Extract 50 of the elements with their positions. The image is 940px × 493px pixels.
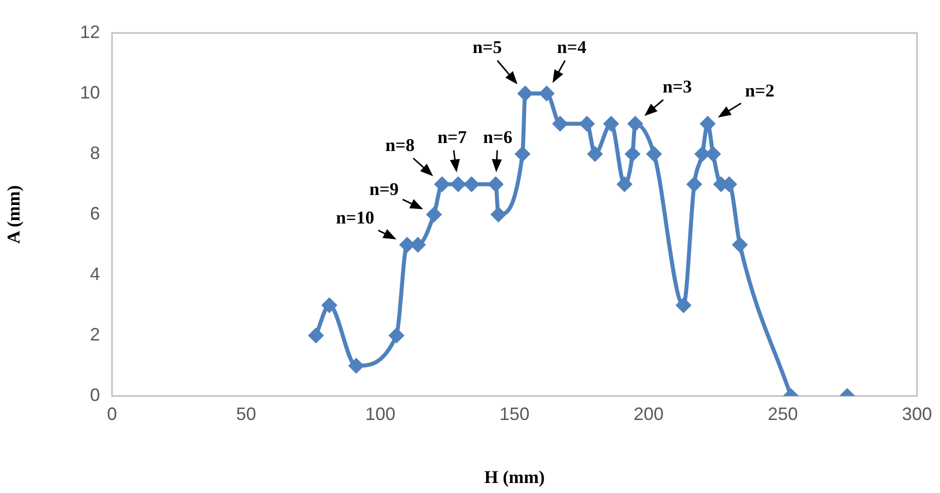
x-axis-title: H (mm) <box>484 466 545 487</box>
point <box>488 176 504 192</box>
point <box>388 328 404 344</box>
point <box>490 206 506 222</box>
annotation: n=7 <box>438 126 467 147</box>
y-tick-label: 4 <box>90 264 100 284</box>
point <box>578 116 595 132</box>
point <box>646 146 662 162</box>
point <box>464 176 480 192</box>
point <box>538 86 555 102</box>
point <box>434 176 450 192</box>
point <box>517 86 534 102</box>
y-axis-title: A (mm) <box>3 185 24 244</box>
annotation: n=2 <box>745 80 774 100</box>
point <box>552 116 568 132</box>
point <box>321 297 338 314</box>
annotation: n=6 <box>483 126 512 147</box>
x-tick-label: 100 <box>365 404 396 424</box>
annotation: n=4 <box>557 37 586 58</box>
y-tick-label: 2 <box>90 324 100 344</box>
point <box>700 116 716 132</box>
point <box>426 206 442 222</box>
x-tick-label: 300 <box>902 404 932 424</box>
y-tick-label: 12 <box>80 22 100 42</box>
annotation: n=10 <box>336 207 374 228</box>
x-tick-label: 0 <box>106 404 118 424</box>
point <box>586 146 603 162</box>
annotation: n=9 <box>369 179 399 200</box>
point <box>514 146 531 162</box>
point <box>616 176 633 192</box>
annotation: n=5 <box>472 37 502 58</box>
point <box>348 358 364 374</box>
point <box>308 328 324 344</box>
y-tick-label: 0 <box>90 384 100 405</box>
x-tick-label: 200 <box>634 404 664 424</box>
point <box>450 176 466 192</box>
annotation: n=8 <box>385 134 415 155</box>
point <box>627 116 644 132</box>
y-tick-label: 6 <box>90 203 100 224</box>
x-tick-label: 50 <box>236 404 256 424</box>
point <box>676 297 692 314</box>
point <box>732 236 748 253</box>
y-tick-label: 10 <box>80 82 100 102</box>
x-tick-label: 250 <box>768 404 798 424</box>
point <box>686 176 702 192</box>
x-tick-label: 150 <box>499 404 530 424</box>
y-tick-label: 8 <box>90 142 100 163</box>
point <box>603 116 620 132</box>
point <box>624 146 641 162</box>
annotation: n=3 <box>662 76 692 96</box>
